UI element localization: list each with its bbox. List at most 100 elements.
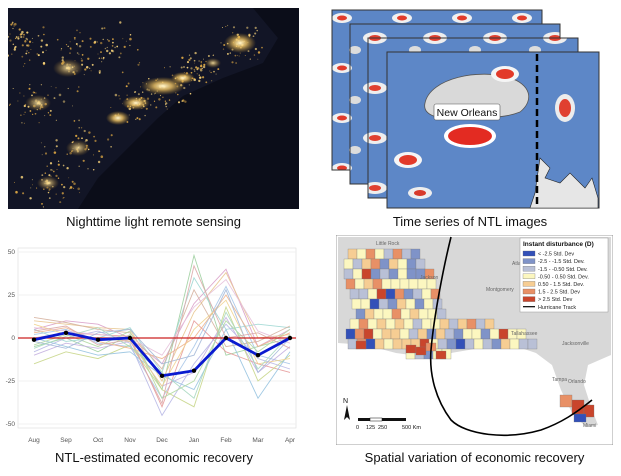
city-light: [11, 22, 13, 24]
county-cell: [430, 318, 441, 330]
county-cell: [410, 248, 421, 260]
city-light: [18, 36, 20, 38]
city-light: [29, 110, 32, 112]
county-cell: [354, 328, 365, 340]
county-cell: [343, 268, 354, 280]
city-light: [87, 168, 89, 170]
city-light: [48, 197, 51, 199]
county-cell: [480, 328, 491, 340]
county-cell: [390, 328, 401, 340]
city-light: [19, 92, 21, 94]
y-tick-label: 25: [8, 292, 16, 299]
city-light: [21, 30, 24, 34]
city-light: [69, 186, 73, 189]
county-cell: [349, 288, 360, 300]
city-light: [78, 53, 80, 55]
city-light: [166, 108, 168, 110]
city-light: [200, 61, 203, 63]
city-light: [9, 33, 11, 35]
city-light: [215, 73, 217, 75]
city-light: [13, 181, 16, 183]
city-light: [88, 67, 91, 70]
city-light: [54, 149, 56, 151]
city-light: [126, 94, 128, 96]
city-light: [32, 42, 34, 43]
county-cell: [498, 328, 509, 340]
city-light: [101, 27, 104, 30]
city-light: [203, 58, 204, 60]
city-light: [56, 38, 59, 41]
city-light: [36, 187, 38, 189]
county-cell: [396, 298, 407, 310]
county-cell: [379, 258, 390, 270]
city-light: [68, 177, 70, 179]
county-cell: [370, 268, 381, 280]
city-light: [235, 62, 237, 64]
city-light: [238, 55, 240, 57]
county-cell: [367, 318, 378, 330]
new-orleans-label: New Orleans: [437, 107, 498, 119]
county-cell: [352, 268, 363, 280]
city-light: [112, 38, 114, 40]
recovery-caption: NTL-estimated economic recovery: [55, 450, 253, 465]
mean-recovery-point: [95, 337, 101, 342]
city-light: [59, 201, 62, 204]
city-light: [111, 45, 114, 47]
city-light: [21, 122, 23, 124]
recovery-chart: 50 25 0 -25 -50 Aug Sep Oct Nov Dec Jan Feb Mar Apr: [6, 247, 297, 444]
city-light: [144, 114, 146, 117]
county-cell: [394, 318, 405, 330]
city-light: [62, 100, 66, 103]
city-light: [93, 135, 96, 138]
county-cell: [412, 318, 423, 330]
city-light: [42, 26, 45, 29]
city-light: [63, 185, 66, 189]
county-cell: [444, 328, 455, 340]
city-light: [55, 139, 58, 142]
city-light: [49, 109, 52, 112]
city-light: [80, 59, 84, 62]
city-light: [168, 99, 171, 101]
county-cell: [409, 308, 420, 320]
county-cell: [391, 308, 402, 320]
city-light: [112, 41, 114, 44]
city-light: [193, 59, 196, 62]
city-light: [184, 100, 187, 103]
city-light: [165, 105, 167, 108]
city-light: [60, 49, 62, 51]
city-light: [23, 122, 25, 124]
city-light: [44, 152, 48, 155]
county-cell: [405, 298, 416, 310]
city-light: [10, 23, 13, 26]
city-light: [118, 94, 120, 97]
county-cell: [573, 413, 587, 423]
city-light: [20, 35, 23, 39]
city-light: [198, 76, 202, 79]
city-light: [73, 120, 76, 122]
city-light: [62, 197, 64, 199]
legend-label: -0.50 - 0.50 Std. Dev.: [538, 274, 589, 280]
city-light: [213, 70, 215, 73]
county-cell: [415, 258, 426, 270]
county-cell: [403, 318, 414, 330]
city-light: [25, 37, 28, 40]
city-light: [254, 32, 257, 35]
north-arrow: N: [343, 398, 350, 420]
county-cell: [446, 338, 457, 350]
city-light: [29, 59, 31, 61]
city-light: [110, 146, 112, 148]
county-cell: [370, 258, 381, 270]
city-light: [164, 100, 167, 102]
city-light: [92, 154, 95, 156]
city-light: [35, 92, 37, 94]
county-cell: [455, 338, 466, 350]
legend-swatch: [522, 250, 536, 257]
city-light: [249, 58, 251, 60]
city-light: [78, 126, 80, 129]
city-light: [225, 26, 227, 27]
city-light: [63, 197, 65, 199]
city-light: [69, 41, 71, 43]
county-cell: [343, 258, 354, 270]
city-light: [110, 134, 113, 137]
city-light: [99, 150, 101, 152]
